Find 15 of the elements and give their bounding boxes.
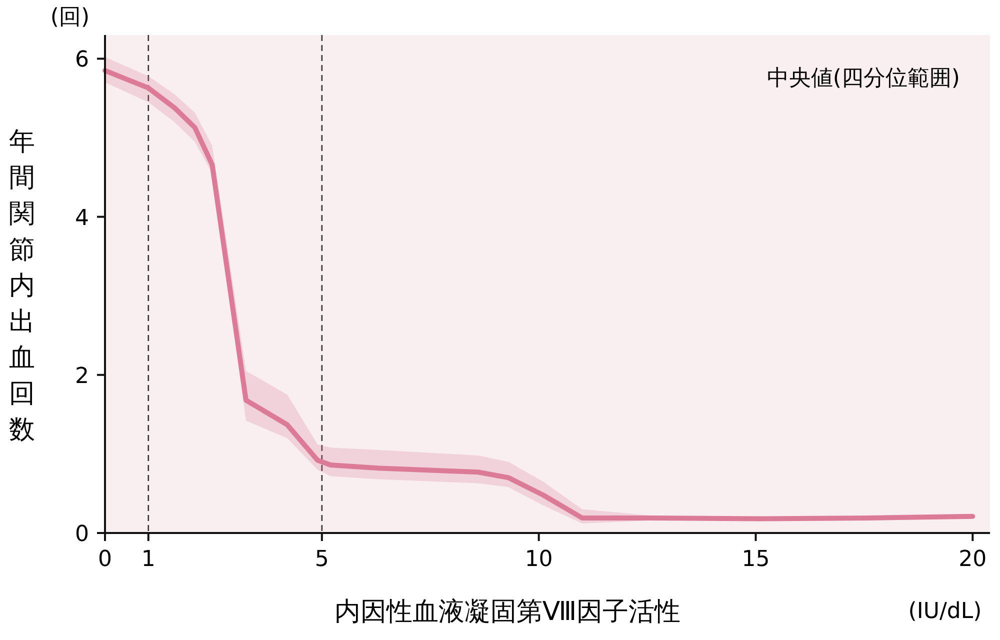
- x-tick-label: 0: [98, 547, 112, 572]
- y-tick-label: 0: [75, 522, 89, 547]
- y-tick-label: 2: [75, 364, 89, 389]
- x-tick-label: 15: [742, 547, 770, 572]
- x-tick-label: 1: [141, 547, 156, 572]
- x-tick-label: 20: [958, 547, 987, 572]
- text: 年間関節内出血回数: [9, 127, 35, 445]
- x-axis-title: 内因性血液凝固第Ⅷ因子活性: [334, 597, 681, 627]
- text: (回): [50, 5, 90, 30]
- x-tick-label: 10: [524, 547, 553, 572]
- y-tick-label: 4: [75, 206, 89, 231]
- y-tick-label: 6: [75, 48, 89, 73]
- x-tick-label: 5: [314, 547, 329, 572]
- annotation: 中央値(四分位範囲): [766, 66, 960, 91]
- text: (IU/dL): [908, 599, 982, 624]
